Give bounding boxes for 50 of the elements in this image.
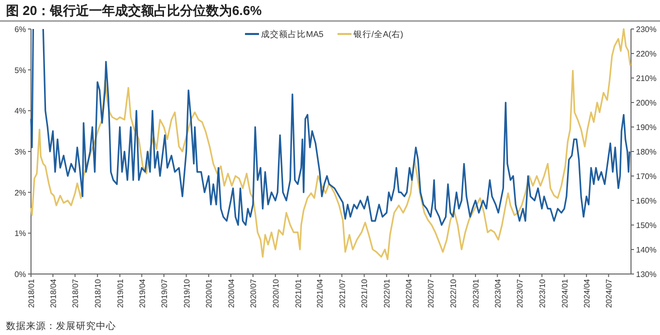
x-tick-label: 2024/04 (582, 278, 592, 308)
y2-tick-label: 230% (636, 25, 656, 34)
x-tick-label: 2020/07 (248, 278, 258, 308)
y2-tick-label: 190% (636, 123, 656, 132)
x-tick-label: 2023/07 (516, 278, 525, 308)
x-tick-label: 2020/10 (271, 278, 280, 308)
x-tick-label: 2018/10 (93, 278, 102, 308)
chart-title: 图 20：银行近一年成交额占比分位数为6.6% (6, 3, 262, 18)
y-tick-label: 5% (14, 66, 26, 75)
x-tick-label: 2019/07 (160, 278, 169, 308)
x-tick-label: 2021/04 (316, 278, 325, 308)
x-tick-label: 2023/10 (538, 278, 547, 308)
x-tick-label: 2019/04 (138, 278, 147, 308)
y2-tick-label: 200% (636, 98, 656, 108)
legend-label: 成交额占比MA5 (261, 29, 324, 39)
y-tick-label: 0% (14, 270, 26, 279)
y2-tick-label: 160% (636, 196, 656, 206)
legend-label: 银行/全A(右) (352, 29, 404, 39)
y-tick-label: 4% (14, 106, 26, 116)
x-tick-label: 2023/04 (493, 278, 502, 308)
x-tick-label: 2024/07 (604, 278, 614, 308)
x-tick-label: 2020/04 (226, 278, 236, 308)
x-tick-label: 2019/10 (182, 278, 192, 308)
y-tick-label: 3% (14, 148, 26, 156)
x-tick-label: 2018/04 (48, 278, 58, 308)
x-tick-label: 2021/07 (338, 278, 347, 308)
y-tick-label: 6% (14, 25, 26, 34)
y2-tick-label: 210% (636, 74, 656, 83)
y2-tick-label: 170% (636, 172, 656, 181)
y2-tick-label: 130% (636, 270, 656, 279)
x-tick-label: 2021/10 (360, 278, 370, 308)
x-tick-label: 2018/07 (71, 278, 80, 308)
title: 图 20：银行近一年成交额占比分位数为6.6% (0, 3, 660, 22)
x-tick-label: 2020/01 (204, 278, 214, 308)
x-tick-label: 2024/01 (560, 278, 570, 308)
y2-tick-label: 150% (636, 221, 656, 230)
y2-tick-label: 140% (636, 246, 656, 254)
x-tick-label: 2018/01 (27, 278, 36, 308)
x-tick-label: 2022/07 (426, 278, 436, 308)
y2-tick-label: 180% (636, 148, 656, 156)
annotation: 数据来源：发展研究中心 (6, 321, 116, 332)
y-tick-label: 2% (14, 188, 26, 198)
x-tick-label: 2023/01 (471, 278, 480, 308)
x-tick-label: 2021/01 (294, 278, 303, 308)
x-tick-label: 2022/04 (404, 278, 414, 308)
x-tick-label: 2022/01 (382, 278, 392, 308)
x-tick-label: 2022/10 (449, 278, 458, 308)
y-tick-label: 1% (14, 229, 26, 238)
x-tick-label: 2019/01 (116, 278, 125, 308)
y2-tick-label: 220% (636, 50, 656, 58)
